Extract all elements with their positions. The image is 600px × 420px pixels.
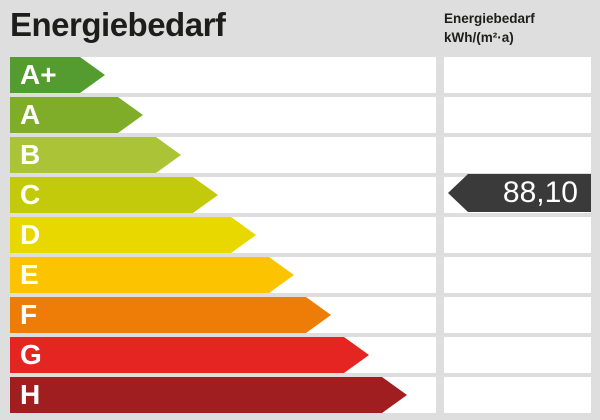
energy-class-arrow: E bbox=[10, 257, 294, 293]
value-track bbox=[444, 377, 591, 413]
energy-class-label: G bbox=[20, 338, 42, 370]
energy-class-label: D bbox=[20, 218, 41, 250]
value-badge: 88,10 bbox=[448, 174, 591, 212]
energy-class-label: F bbox=[20, 298, 38, 330]
energy-class-arrow: C bbox=[10, 177, 218, 213]
energy-band-row-d: D bbox=[10, 217, 591, 253]
value-track bbox=[444, 337, 591, 373]
column-divider bbox=[436, 217, 444, 253]
scale-track: A bbox=[10, 97, 436, 133]
value-column-header-line1: Energiebedarf bbox=[444, 11, 535, 26]
energy-class-arrow: D bbox=[10, 217, 256, 253]
energy-class-arrow: A+ bbox=[10, 57, 105, 93]
energy-band-row-f: F bbox=[10, 297, 591, 333]
energy-band-row-c: C 88,10 bbox=[10, 174, 591, 213]
value-track bbox=[444, 217, 591, 253]
energy-band-row-g: G bbox=[10, 337, 591, 373]
energy-scale: A+ A B C 88,10 D E F G H bbox=[10, 57, 591, 417]
page-title: Energiebedarf bbox=[10, 6, 226, 43]
value-track bbox=[444, 297, 591, 333]
scale-track: F bbox=[10, 297, 436, 333]
column-divider bbox=[436, 177, 444, 213]
value-column-header-line2: kWh/(m²·a) bbox=[444, 30, 514, 45]
column-divider bbox=[436, 297, 444, 333]
value-track bbox=[444, 57, 591, 93]
column-divider bbox=[436, 337, 444, 373]
scale-track: G bbox=[10, 337, 436, 373]
scale-track: B bbox=[10, 137, 436, 173]
energy-band-row-a+: A+ bbox=[10, 57, 591, 93]
value-text: 88,10 bbox=[502, 176, 578, 209]
energy-class-arrow: H bbox=[10, 377, 407, 413]
value-track bbox=[444, 97, 591, 133]
column-divider bbox=[436, 57, 444, 93]
energy-band-row-h: H bbox=[10, 377, 591, 413]
energy-class-arrow: B bbox=[10, 137, 181, 173]
scale-track: C bbox=[10, 177, 436, 213]
energy-class-label: A+ bbox=[20, 58, 57, 90]
energy-band-row-e: E bbox=[10, 257, 591, 293]
scale-track: E bbox=[10, 257, 436, 293]
value-column-header: Energiebedarf kWh/(m²·a) bbox=[444, 9, 535, 47]
energy-class-label: E bbox=[20, 258, 39, 290]
scale-track: H bbox=[10, 377, 436, 413]
value-track: 88,10 bbox=[444, 174, 591, 213]
energy-class-arrow: A bbox=[10, 97, 143, 133]
column-divider bbox=[436, 137, 444, 173]
energy-class-arrow: G bbox=[10, 337, 369, 373]
value-track bbox=[444, 137, 591, 173]
scale-track: A+ bbox=[10, 57, 436, 93]
energy-band-row-b: B bbox=[10, 137, 591, 173]
value-track bbox=[444, 257, 591, 293]
column-divider bbox=[436, 97, 444, 133]
energy-class-label: A bbox=[20, 98, 41, 130]
energy-band-row-a: A bbox=[10, 97, 591, 133]
energy-class-label: C bbox=[20, 178, 41, 210]
energy-class-label: H bbox=[20, 378, 41, 410]
column-divider bbox=[436, 257, 444, 293]
scale-track: D bbox=[10, 217, 436, 253]
energy-class-arrow: F bbox=[10, 297, 331, 333]
column-divider bbox=[436, 377, 444, 413]
energy-class-label: B bbox=[20, 138, 41, 170]
